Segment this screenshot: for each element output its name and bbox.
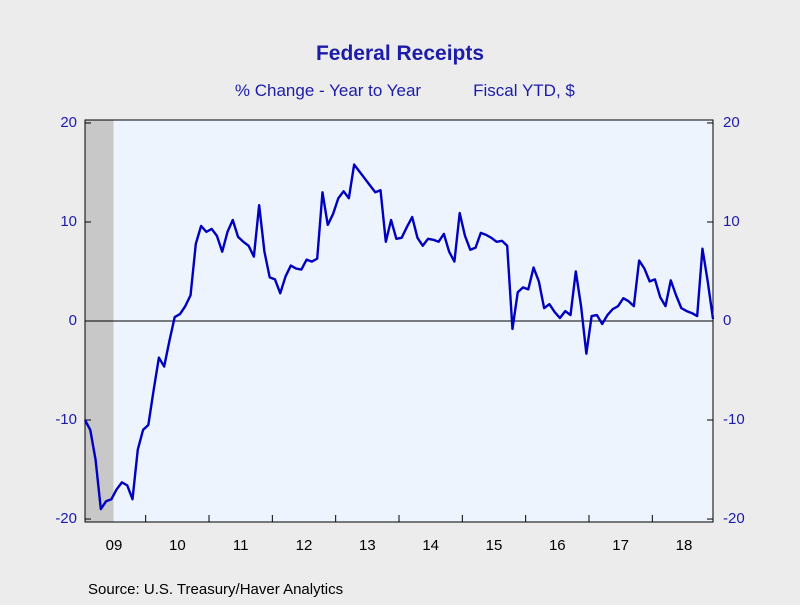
chart-title: Federal Receipts [316,42,484,65]
subtitle: % Change - Year to Year [235,81,422,100]
x-tick-label: 11 [233,537,249,554]
subtitle: Fiscal YTD, $ [473,81,575,100]
y-tick-label: 20 [723,114,740,131]
y-tick-label: -10 [723,411,745,428]
x-tick-label: 10 [169,537,186,554]
x-tick-label: 14 [422,537,439,554]
y-tick-label: 20 [60,114,77,131]
x-tick-label: 17 [612,537,629,554]
data-line [83,163,715,511]
y-tick-label: 10 [60,213,77,230]
x-tick-label: 15 [486,537,503,554]
source-note: Source: U.S. Treasury/Haver Analytics [88,581,343,598]
x-tick-label: 13 [359,537,376,554]
y-tick-label: 0 [723,312,731,329]
y-tick-label: -20 [55,510,77,527]
x-tick-label: 12 [296,537,313,554]
x-tick-label: 16 [549,537,566,554]
y-tick-label: -20 [723,510,745,527]
x-tick-label: 09 [106,537,123,554]
y-tick-label: -10 [55,411,77,428]
y-tick-label: 0 [69,312,77,329]
y-tick-label: 10 [723,213,740,230]
x-tick-label: 18 [676,537,693,554]
